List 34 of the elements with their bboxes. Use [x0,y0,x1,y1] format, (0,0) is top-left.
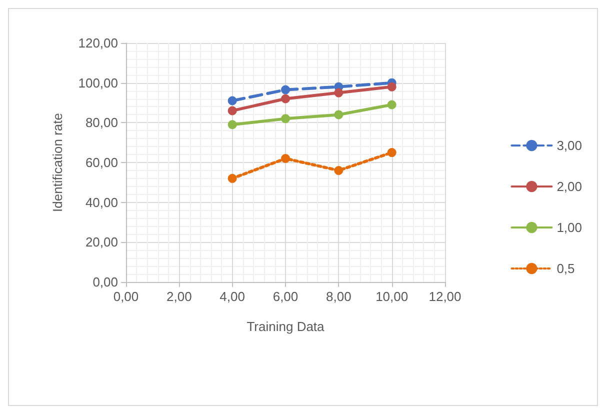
x-tick-label: 12,00 [428,289,462,304]
y-tick-label: 80,00 [85,115,118,130]
point [387,148,396,158]
legend-label: 3,00 [556,138,582,153]
legend-label: 2,00 [556,179,582,194]
point [281,85,290,94]
y-tick-label: 40,00 [85,194,118,210]
y-tick-label: 120,00 [78,36,118,50]
x-tick-label: 10,00 [376,289,408,304]
point [334,88,344,98]
point [387,82,396,92]
x-tick-label: 6,00 [272,289,298,304]
point [228,120,237,130]
point [387,100,396,110]
x-axis-title: Training Data [246,319,326,334]
x-tick-label: 0,00 [113,289,139,304]
y-tick-label: 0,00 [92,274,118,290]
point [281,94,290,104]
y-tick-label: 60,00 [85,155,118,170]
y-tick-label: 100,00 [78,75,118,90]
x-tick-label: 8,00 [326,289,352,304]
y-axis-title: Identification rate [50,112,65,212]
point [228,174,237,183]
point [334,110,344,120]
x-tick-label: 2,00 [166,289,192,304]
point [281,114,290,124]
legend-label: 0,5 [556,261,575,276]
legend-label: 1,00 [556,220,582,235]
x-tick-label: 4,00 [220,289,245,304]
point [228,96,237,106]
point [228,106,237,116]
point [334,166,344,175]
y-tick-label: 20,00 [85,234,118,250]
point [281,154,290,164]
